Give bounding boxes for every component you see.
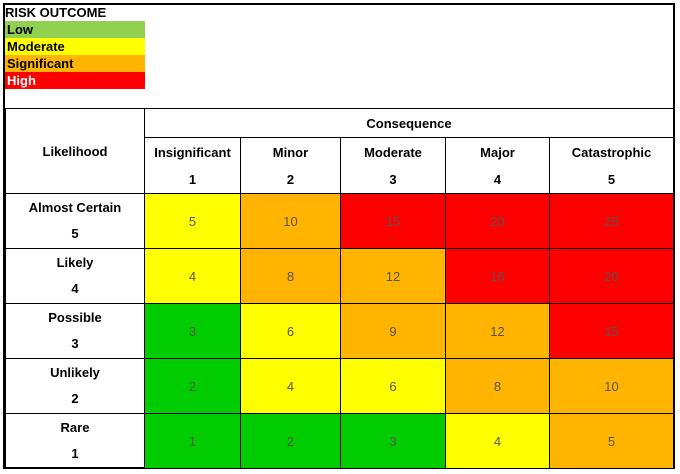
consequence-column-header: Moderate 3 <box>340 137 446 194</box>
likelihood-row-header: Almost Certain 5 <box>5 193 145 249</box>
risk-score-cell: 4 <box>144 248 241 304</box>
risk-score-cell: 6 <box>240 303 341 359</box>
table-row: Almost Certain 5 5 10 15 20 25 <box>5 193 674 249</box>
risk-score-cell: 16 <box>445 248 550 304</box>
risk-score-cell: 3 <box>144 303 241 359</box>
risk-score-cell: 6 <box>340 358 446 414</box>
risk-score-cell: 12 <box>340 248 446 304</box>
risk-score-cell: 9 <box>340 303 446 359</box>
risk-score-cell: 3 <box>340 413 446 469</box>
legend-item-significant: Significant <box>5 55 145 72</box>
table-row: Rare 1 1 2 3 4 5 <box>5 413 674 469</box>
consequence-header: Consequence <box>144 108 674 138</box>
risk-score-cell: 10 <box>549 358 674 414</box>
risk-matrix-table: Likelihood Consequence Insignificant 1 Mi… <box>5 108 674 469</box>
legend-item-low: Low <box>5 21 145 38</box>
risk-score-cell: 10 <box>240 193 341 249</box>
risk-score-cell: 4 <box>240 358 341 414</box>
risk-outcome-legend: RISK OUTCOME Low Moderate Significant Hi… <box>5 5 145 89</box>
consequence-column-header: Minor 2 <box>240 137 341 194</box>
likelihood-row-header: Unlikely 2 <box>5 358 145 414</box>
likelihood-header: Likelihood <box>5 108 145 194</box>
risk-score-cell: 20 <box>549 248 674 304</box>
legend-item-moderate: Moderate <box>5 38 145 55</box>
risk-score-cell: 25 <box>549 193 674 249</box>
risk-score-cell: 15 <box>549 303 674 359</box>
risk-score-cell: 2 <box>144 358 241 414</box>
table-row: Unlikely 2 2 4 6 8 10 <box>5 358 674 414</box>
risk-score-cell: 2 <box>240 413 341 469</box>
legend-title: RISK OUTCOME <box>5 5 107 20</box>
table-row: Likely 4 4 8 12 16 20 <box>5 248 674 304</box>
risk-score-cell: 5 <box>549 413 674 469</box>
consequence-column-header: Major 4 <box>445 137 550 194</box>
risk-score-cell: 20 <box>445 193 550 249</box>
likelihood-row-header: Likely 4 <box>5 248 145 304</box>
risk-score-cell: 5 <box>144 193 241 249</box>
likelihood-row-header: Rare 1 <box>5 413 145 469</box>
risk-score-cell: 8 <box>445 358 550 414</box>
risk-score-cell: 4 <box>445 413 550 469</box>
likelihood-row-header: Possible 3 <box>5 303 145 359</box>
risk-score-cell: 1 <box>144 413 241 469</box>
matrix-body: Almost Certain 5 5 10 15 20 25 Likely 4 4 8 12 16 20 P… <box>5 193 674 469</box>
risk-score-cell: 12 <box>445 303 550 359</box>
consequence-column-header: Insignificant 1 <box>144 137 241 194</box>
risk-score-cell: 15 <box>340 193 446 249</box>
consequence-column-header: Catastrophic 5 <box>549 137 674 194</box>
risk-score-cell: 8 <box>240 248 341 304</box>
legend-item-high: High <box>5 72 145 89</box>
table-row: Possible 3 3 6 9 12 15 <box>5 303 674 359</box>
